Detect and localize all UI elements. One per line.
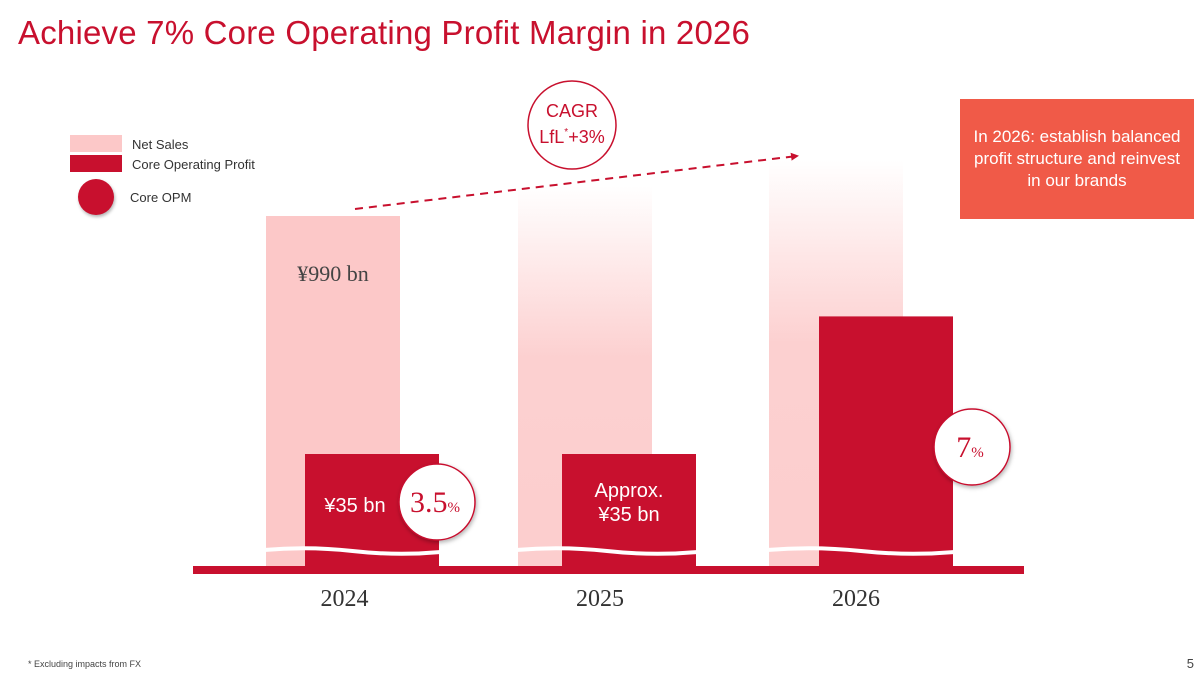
- footnote: * Excluding impacts from FX: [28, 659, 142, 669]
- cagr-badge: CAGR LfL*+3%: [527, 80, 617, 170]
- cagr-line2-prefix: LfL: [539, 127, 564, 147]
- cagr-line2-suffix: +3%: [568, 127, 605, 147]
- cagr-line2-sup: *: [564, 127, 568, 138]
- cagr-line1: CAGR: [546, 101, 598, 121]
- legend-core-op-label: Core Operating Profit: [132, 157, 255, 172]
- core-opm-value-2024: 3.5%: [410, 486, 460, 519]
- x-tick-2024: 2024: [321, 586, 369, 612]
- core-op-label-2024: ¥35 bn: [323, 495, 385, 517]
- core-opm-number-2026: 7: [956, 431, 971, 464]
- core-opm-percent-2024: %: [448, 500, 461, 516]
- legend-net-sales-label: Net Sales: [132, 137, 189, 152]
- core-opm-swatch: [78, 179, 114, 215]
- x-tick-2025: 2025: [576, 586, 624, 612]
- core-op-bar-2026: [819, 316, 953, 566]
- core-op-label-2025-line1: Approx.: [595, 480, 664, 502]
- core-opm-value-2026: 7%: [956, 431, 984, 464]
- x-tick-2026: 2026: [832, 586, 880, 612]
- net-sales-label-2024: ¥990 bn: [297, 261, 369, 286]
- core-op-label-2025-line2: ¥35 bn: [597, 504, 659, 526]
- cagr-trend-arrow: [354, 152, 799, 210]
- legend-core-opm-label: Core OPM: [130, 190, 192, 205]
- core-op-swatch: [70, 155, 122, 172]
- core-opm-percent-2026: %: [971, 445, 984, 461]
- core-opm-circle-2024: [398, 463, 476, 541]
- page-title: Achieve 7% Core Operating Profit Margin …: [18, 14, 751, 51]
- axis-break-2025: [515, 546, 699, 556]
- callout-box: In 2026: establish balanced profit struc…: [960, 99, 1194, 219]
- core-opm-circle-2026: [933, 408, 1011, 486]
- net-sales-swatch: [70, 135, 122, 152]
- cagr-line2: LfL*+3%: [539, 127, 604, 147]
- page-number: 5: [1186, 656, 1194, 671]
- baseline-axis: [193, 566, 1024, 574]
- axis-break-2026: [766, 546, 956, 556]
- cagr-circle: [527, 80, 617, 170]
- core-opm-number-2024: 3.5: [410, 486, 448, 519]
- axis-break-2024: [263, 546, 442, 556]
